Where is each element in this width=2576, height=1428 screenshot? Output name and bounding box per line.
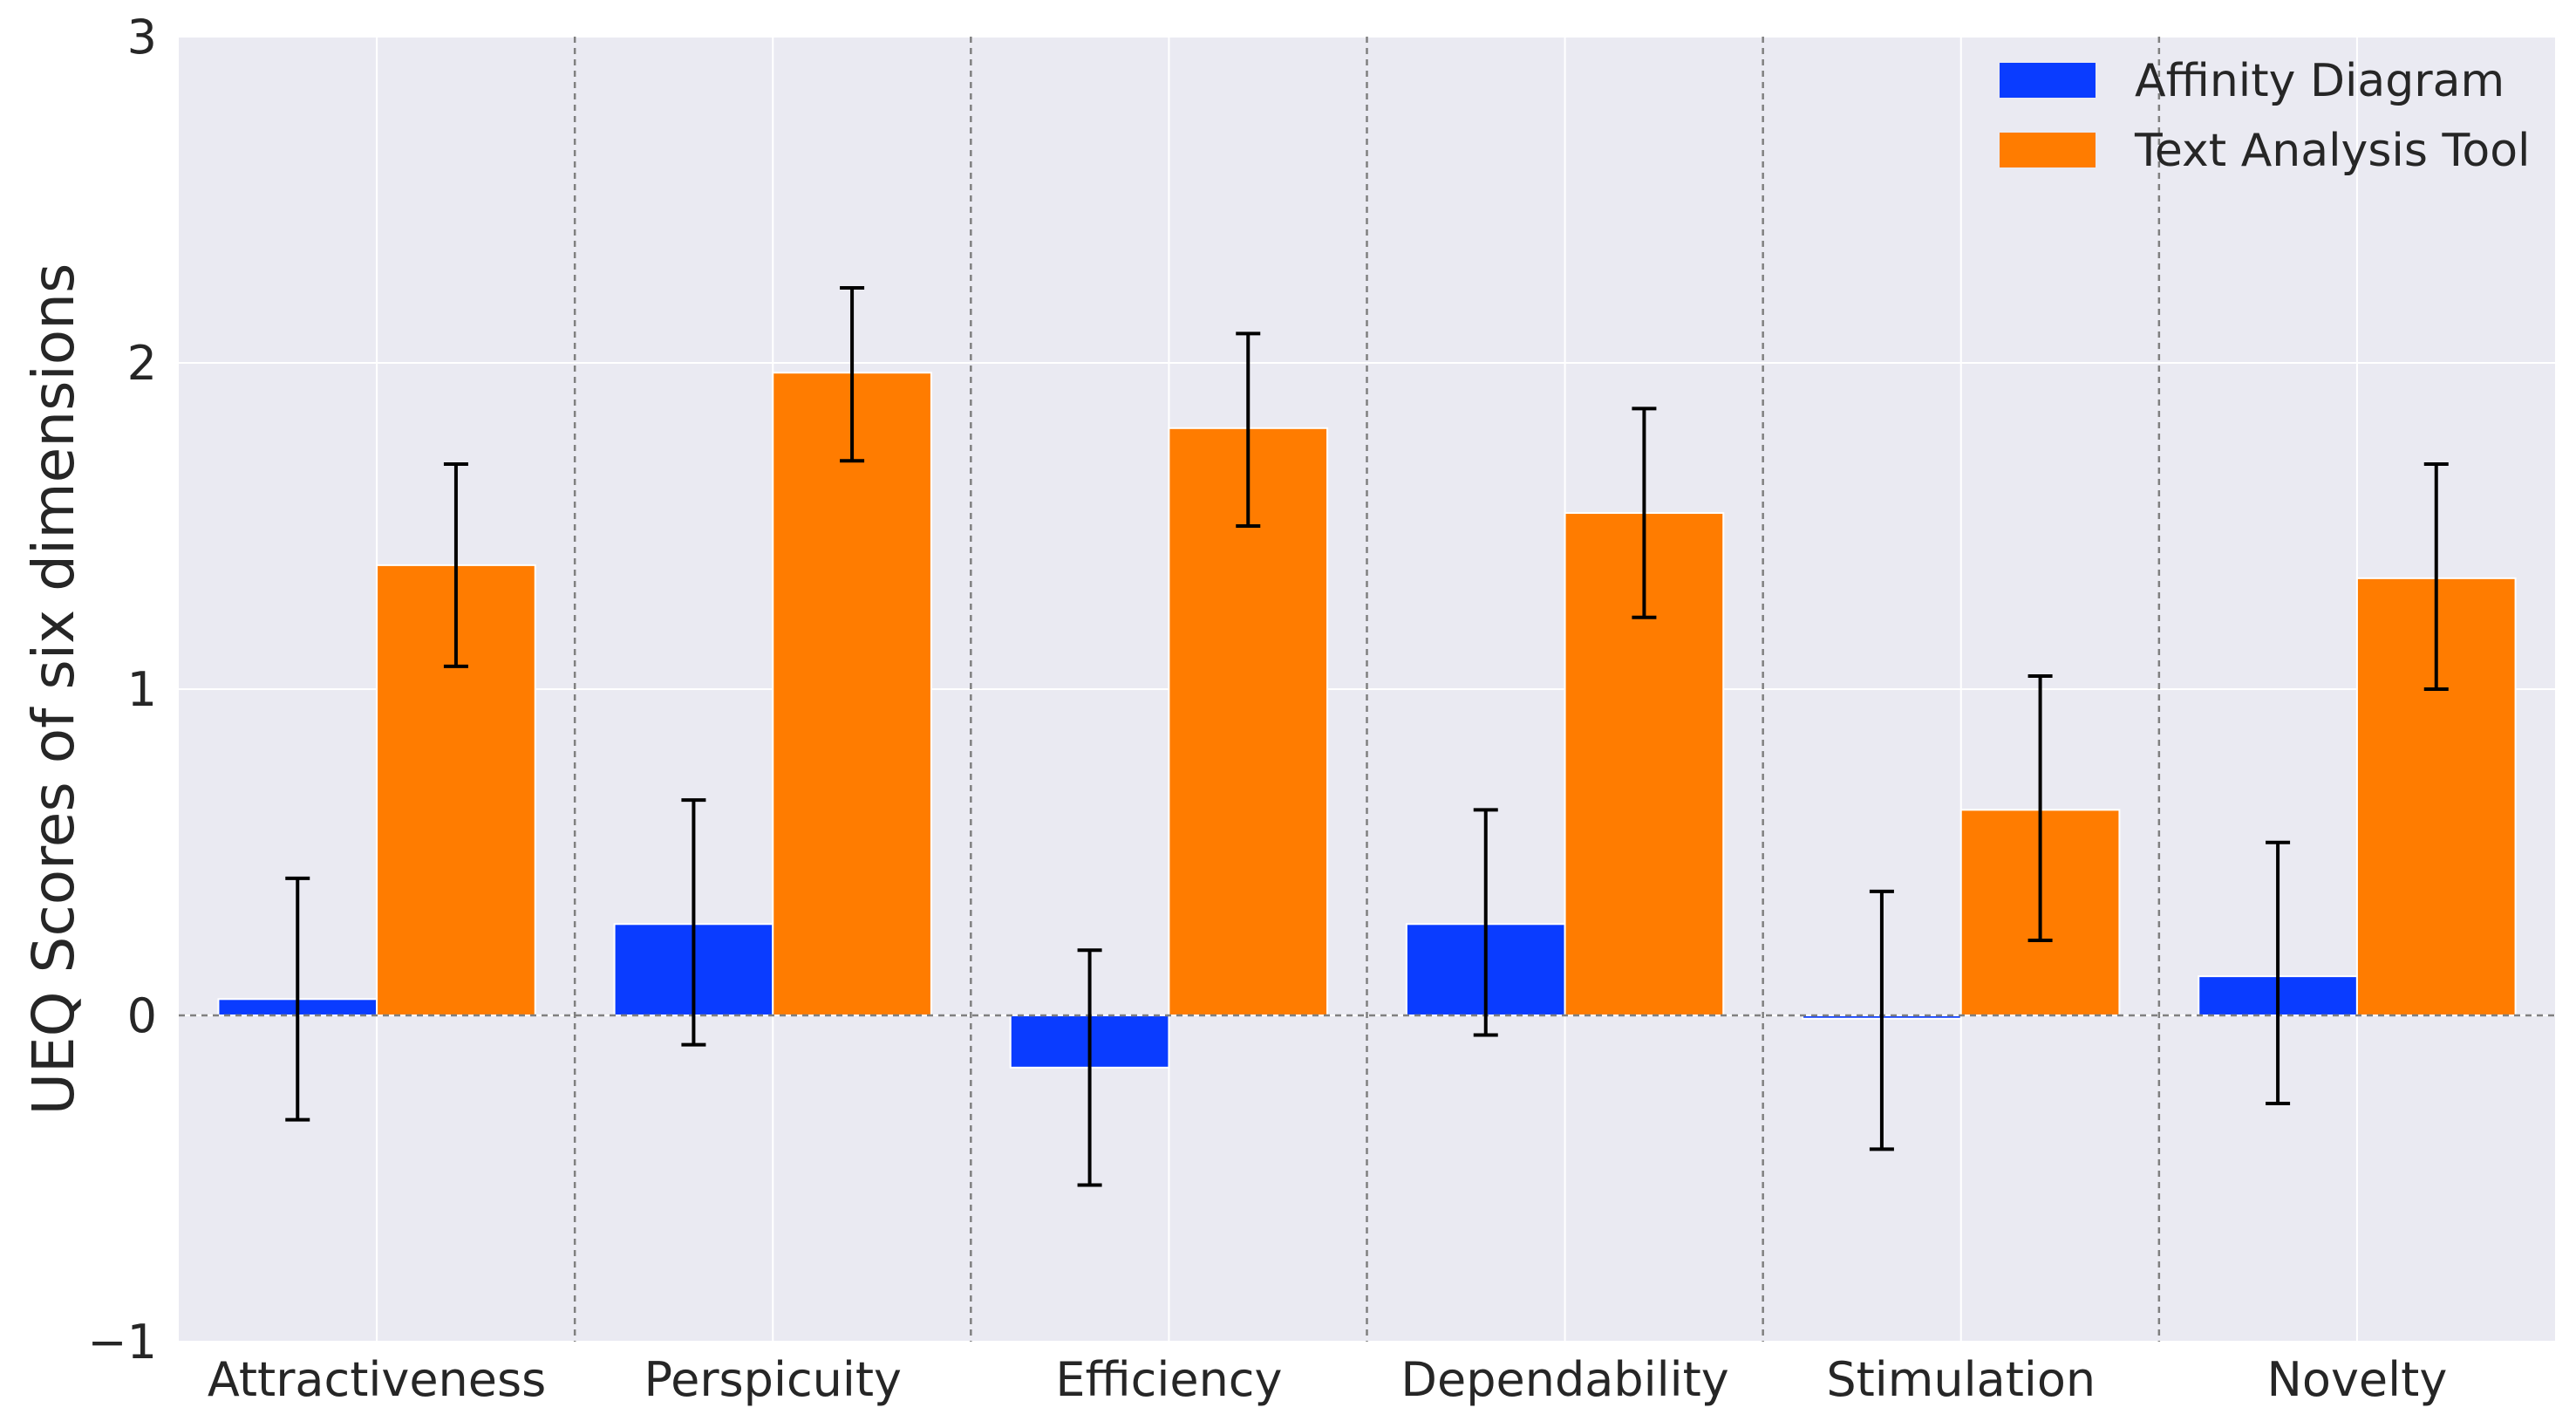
y-tick-label: −1 <box>87 1315 157 1370</box>
legend-swatch-0 <box>2000 63 2096 98</box>
error-bar-affinity-diagram-efficiency <box>1077 948 1102 1187</box>
y-axis-ticks: −1 0 1 2 3 <box>87 10 157 1370</box>
y-tick-label: 2 <box>127 336 157 391</box>
y-axis-label: UEQ Scores of six dimensions <box>20 263 87 1116</box>
x-tick-label-dependability: Dependability <box>1400 1352 1728 1407</box>
error-bar-text-analysis-tool-efficiency <box>1236 331 1261 528</box>
y-tick-label: 1 <box>127 662 157 717</box>
y-tick-label: 3 <box>127 10 157 65</box>
x-axis-ticks: Attractiveness Perspicuity Efficiency Depen… <box>208 1352 2447 1407</box>
error-bar-text-analysis-tool-attractiveness <box>443 461 468 668</box>
x-tick-label-novelty: Novelty <box>2267 1352 2448 1407</box>
x-tick-label-efficiency: Efficiency <box>1055 1352 1282 1407</box>
legend-label-0: Affinity Diagram <box>2135 55 2504 107</box>
error-bar-affinity-diagram-novelty <box>2266 840 2291 1105</box>
legend-swatch-1 <box>2000 133 2096 167</box>
category-separators <box>573 37 2161 1342</box>
legend: Affinity Diagram Text Analysis Tool <box>2000 55 2530 177</box>
bars <box>179 372 2555 1069</box>
error-bar-text-analysis-tool-perspicuity <box>840 285 865 463</box>
error-bar-affinity-diagram-attractiveness <box>285 876 310 1122</box>
x-tick-label-stimulation: Stimulation <box>1826 1352 2096 1407</box>
error-bar-affinity-diagram-perspicuity <box>681 798 706 1047</box>
legend-label-1: Text Analysis Tool <box>2134 125 2530 177</box>
error-bar-affinity-diagram-stimulation <box>1869 889 1894 1151</box>
x-tick-label-perspicuity: Perspicuity <box>644 1352 902 1407</box>
error-bar-affinity-diagram-dependability <box>1473 808 1498 1037</box>
error-bar-text-analysis-tool-stimulation <box>2027 674 2053 942</box>
error-bar-text-analysis-tool-novelty <box>2423 461 2449 691</box>
bar-text-analysis-tool-perspicuity <box>772 372 932 1017</box>
error-bar-text-analysis-tool-dependability <box>1632 407 1657 619</box>
y-tick-label: 0 <box>127 988 157 1043</box>
x-tick-label-attractiveness: Attractiveness <box>208 1352 546 1407</box>
error-bars <box>285 285 2449 1187</box>
